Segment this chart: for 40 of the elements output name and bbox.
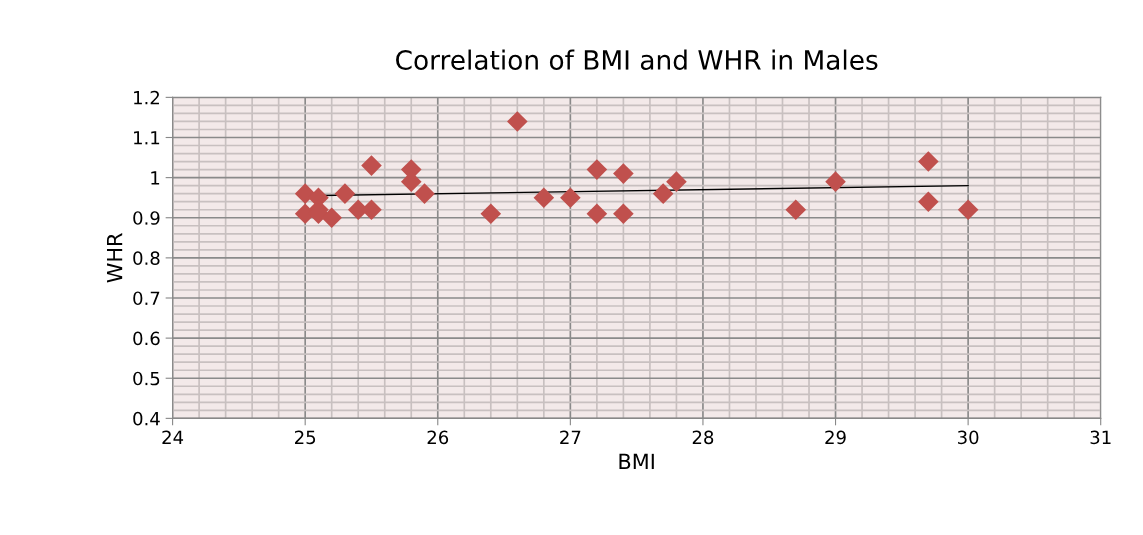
point xyxy=(321,207,342,229)
point xyxy=(918,151,939,172)
point xyxy=(560,187,581,208)
point xyxy=(957,199,979,221)
y-tick-label: 1 xyxy=(151,171,160,185)
y-tick-label: 0.8 xyxy=(133,251,160,265)
x-tick-label: 28 xyxy=(692,430,714,445)
point xyxy=(825,171,846,192)
point xyxy=(586,203,608,225)
x-tick-label: 26 xyxy=(427,430,449,445)
point xyxy=(533,187,555,208)
y-tick-label: 0.7 xyxy=(133,291,160,306)
x-tick-label: 31 xyxy=(1090,430,1111,445)
x-tick-label: 27 xyxy=(560,430,581,444)
point xyxy=(361,155,382,176)
x-axis-title: BMI xyxy=(619,453,654,470)
point xyxy=(613,163,634,184)
point xyxy=(334,183,356,204)
point xyxy=(480,203,502,225)
x-tick-label: 30 xyxy=(958,430,979,445)
point xyxy=(414,183,435,204)
point xyxy=(666,171,687,192)
y-tick-label: 1.2 xyxy=(134,90,159,105)
point xyxy=(361,199,382,221)
x-tick-label: 29 xyxy=(825,430,846,445)
point xyxy=(652,183,674,204)
point xyxy=(586,159,608,180)
y-tick-label: 0.5 xyxy=(133,371,160,386)
point xyxy=(613,203,634,225)
y-axis-title: WHR xyxy=(107,233,123,283)
y-tick-label: 0.4 xyxy=(133,411,160,426)
point xyxy=(785,199,807,221)
y-tick-label: 1.1 xyxy=(134,131,160,145)
chart-title: Correlation of BMI and WHR in Males xyxy=(396,49,878,70)
x-tick-label: 25 xyxy=(295,430,316,445)
y-tick-label: 0.6 xyxy=(133,331,160,346)
point xyxy=(507,111,528,132)
x-tick-label: 24 xyxy=(162,430,184,444)
y-tick-label: 0.9 xyxy=(133,211,160,225)
point xyxy=(918,191,939,212)
